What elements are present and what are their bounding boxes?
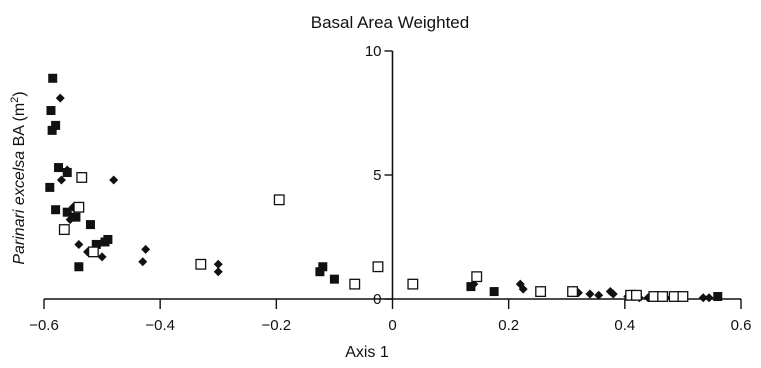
data-point-filled-square — [71, 212, 81, 222]
data-point-filled-diamond — [55, 93, 65, 103]
data-point-open-square — [407, 278, 419, 290]
x-tick-label: 0.4 — [614, 317, 635, 334]
data-point-filled-square — [51, 120, 61, 130]
data-point-open-square — [657, 291, 669, 302]
data-point-filled-diamond — [65, 215, 75, 225]
data-point-filled-diamond — [585, 289, 595, 299]
data-point-filled-square — [46, 106, 56, 116]
data-point-filled-diamond — [138, 257, 148, 267]
data-point-filled-square — [315, 267, 325, 277]
data-point-filled-diamond — [74, 239, 84, 249]
data-point-open-square — [73, 201, 85, 213]
data-point-filled-square — [318, 262, 328, 272]
data-point-open-square — [567, 286, 579, 298]
y-axis-label-species: Parinari excelsa — [11, 151, 28, 265]
data-point-filled-square — [489, 287, 499, 297]
y-tick-label: 5 — [373, 167, 381, 184]
data-point-filled-square — [47, 125, 57, 135]
chart-title: Basal Area Weighted — [311, 13, 469, 32]
data-point-filled-square — [466, 282, 476, 292]
data-point-filled-square — [48, 73, 58, 83]
data-point-filled-diamond — [518, 284, 528, 294]
data-point-filled-diamond — [594, 290, 604, 300]
data-point-filled-diamond — [141, 244, 151, 254]
x-tick-label: 0.2 — [498, 317, 519, 334]
data-point-open-square — [631, 289, 642, 301]
y-ticks: 0 5 10 — [365, 43, 393, 308]
data-point-filled-diamond — [109, 175, 119, 185]
data-point-filled-diamond — [97, 252, 107, 262]
x-tick-label: −0.6 — [29, 317, 59, 334]
y-tick-label: 0 — [373, 291, 381, 308]
data-point-open-square — [273, 194, 285, 206]
y-axis-label-close: ) — [11, 91, 28, 96]
x-axis-label: Axis 1 — [345, 344, 389, 361]
data-point-filled-diamond — [698, 293, 708, 303]
data-point-filled-square — [713, 292, 723, 302]
data-point-open-square — [677, 291, 689, 302]
x-ticks: −0.6 −0.4 −0.2 0 0.2 0.4 0.6 — [29, 299, 751, 334]
data-point-filled-square — [91, 239, 101, 249]
data-point-open-square — [87, 246, 99, 258]
y-axis-label-superscript: 2 — [9, 97, 21, 103]
data-point-filled-diamond — [56, 175, 66, 185]
x-tick-label: −0.2 — [262, 317, 292, 334]
data-point-filled-square — [62, 207, 72, 217]
data-point-open-square — [195, 258, 207, 270]
x-tick-label: 0.6 — [731, 317, 752, 334]
data-point-open-square — [58, 224, 70, 236]
data-point-filled-square — [74, 262, 84, 272]
y-axis-label-unit: BA (m — [11, 103, 28, 151]
y-tick-label: 10 — [365, 43, 382, 60]
y-axis-label: Parinari excelsa BA (m2) — [9, 91, 28, 264]
data-point-filled-square — [85, 220, 95, 230]
data-point-open-square — [372, 261, 384, 273]
data-point-filled-diamond — [213, 267, 223, 277]
data-point-open-square — [76, 172, 88, 183]
data-point-filled-square — [45, 182, 55, 192]
data-point-filled-square — [103, 234, 113, 244]
data-point-open-square — [349, 278, 361, 290]
data-point-open-square — [535, 286, 547, 298]
data-point-open-square — [471, 271, 483, 283]
data-point-filled-diamond — [608, 289, 618, 299]
data-point-filled-diamond — [213, 259, 223, 269]
data-point-filled-square — [54, 163, 64, 173]
data-point-filled-diamond — [62, 165, 72, 175]
x-tick-label: −0.4 — [145, 317, 175, 334]
x-tick-label: 0 — [388, 317, 396, 334]
data-point-filled-diamond — [704, 293, 714, 303]
data-point-filled-square — [51, 205, 61, 215]
data-point-filled-square — [329, 274, 339, 284]
data-points — [45, 73, 723, 303]
